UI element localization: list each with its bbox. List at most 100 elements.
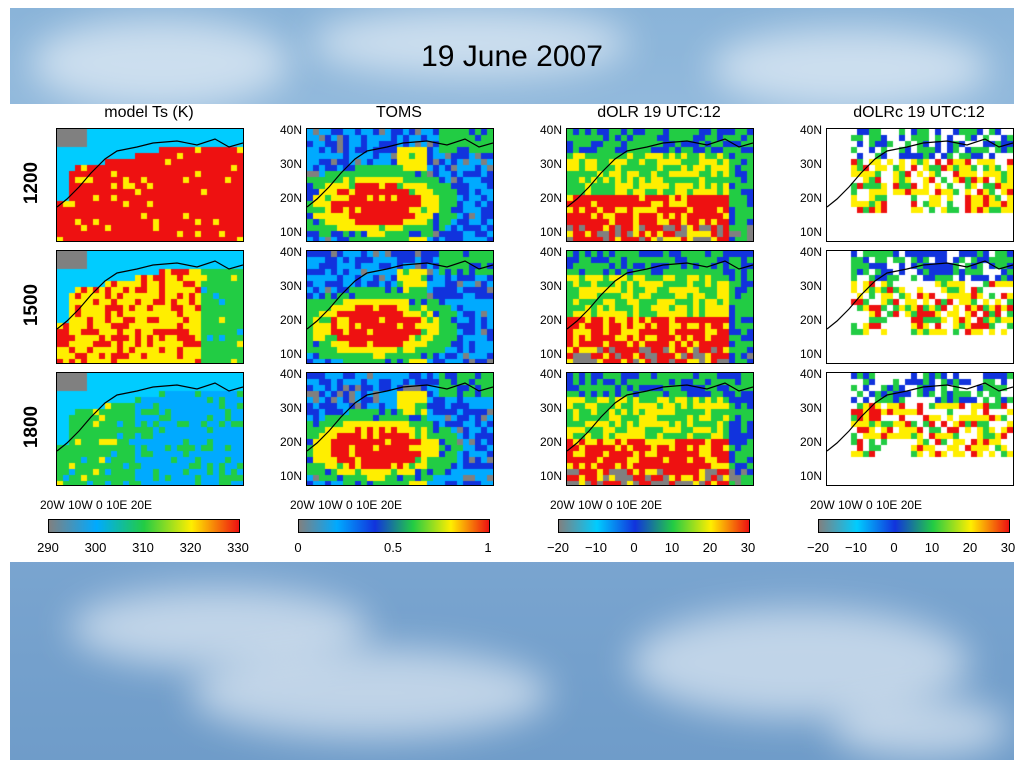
colorbar-tick: 10 [664, 540, 680, 555]
colorbar-tick: 330 [227, 540, 249, 555]
map-field [567, 373, 753, 485]
figure-panel: model Ts (K) 20W 10W 0 10E 20E 290 300 310 32… [10, 104, 1016, 562]
coastline [57, 138, 243, 208]
coastline-path [307, 382, 493, 452]
lat-label: 10N [279, 469, 302, 483]
lat-label: 40N [799, 367, 822, 381]
column-title: dOLRc 19 UTC:12 [853, 104, 985, 121]
coastline [567, 260, 753, 330]
map-panel [566, 128, 754, 242]
lat-label: 20N [539, 435, 562, 449]
coastline-path [567, 138, 753, 208]
lat-label: 30N [799, 279, 822, 293]
lat-label: 20N [539, 191, 562, 205]
map-field [307, 129, 493, 241]
colorbar-tick: 320 [179, 540, 202, 555]
lat-label: 30N [539, 157, 562, 171]
map-panel [826, 128, 1014, 242]
colorbar [558, 519, 750, 533]
map-field [567, 251, 753, 363]
row-label: 1500 [21, 283, 42, 327]
lat-label: 10N [539, 225, 562, 239]
coastline-path [827, 382, 1013, 452]
row-label: 1800 [21, 405, 42, 449]
colorbar [818, 519, 1010, 533]
map-field [57, 373, 243, 485]
lat-label: 30N [799, 157, 822, 171]
colorbar [48, 519, 240, 533]
map-field [567, 129, 753, 241]
coastline-path [57, 260, 243, 330]
lat-label: 20N [279, 435, 302, 449]
colorbar-tick: −10 [584, 540, 608, 555]
coastline-path [57, 138, 243, 208]
lat-label: 30N [279, 401, 302, 415]
lat-label: 20N [799, 313, 822, 327]
colorbar-tick: 0 [294, 540, 302, 555]
colorbar-tick: −20 [546, 540, 570, 555]
map-panel [56, 250, 244, 364]
coastline-path [827, 138, 1013, 208]
lon-labels: 20W 10W 0 10E 20E [810, 498, 923, 512]
map-panel [566, 250, 754, 364]
lat-label: 20N [799, 435, 822, 449]
column-title: TOMS [376, 104, 422, 121]
colorbar [298, 519, 490, 533]
map-field [827, 129, 1013, 241]
lat-label: 40N [799, 245, 822, 259]
coastline [307, 260, 493, 330]
map-field [827, 373, 1013, 485]
lat-label: 10N [279, 347, 302, 361]
coastline [827, 382, 1013, 452]
colorbar-tick: −10 [844, 540, 868, 555]
map-field [307, 373, 493, 485]
lon-labels: 20W 10W 0 10E 20E [40, 498, 153, 512]
colorbar-tick: 300 [84, 540, 107, 555]
lat-label: 10N [539, 469, 562, 483]
lat-label: 10N [799, 469, 822, 483]
lat-label: 20N [279, 313, 302, 327]
colorbar-tick: 20 [702, 540, 718, 555]
coastline-path [307, 138, 493, 208]
coastline-path [827, 260, 1013, 330]
lat-label: 40N [799, 123, 822, 137]
lat-label: 30N [279, 157, 302, 171]
column-title: dOLR 19 UTC:12 [597, 104, 721, 121]
map-panel [306, 250, 494, 364]
coastline [567, 382, 753, 452]
lat-label: 10N [799, 225, 822, 239]
colorbar-tick: 20 [962, 540, 978, 555]
lat-label: 20N [799, 191, 822, 205]
column-title: model Ts (K) [104, 104, 194, 121]
map-panel [56, 128, 244, 242]
map-field [57, 129, 243, 241]
map-field [57, 251, 243, 363]
lat-label: 30N [539, 279, 562, 293]
colorbar-tick: 0 [890, 540, 898, 555]
colorbar-tick: 30 [1000, 540, 1016, 555]
map-field [827, 251, 1013, 363]
lat-label: 40N [539, 367, 562, 381]
coastline [307, 138, 493, 208]
colorbar-tick: 0.5 [383, 540, 403, 555]
coastline [57, 260, 243, 330]
row-label: 1200 [21, 161, 42, 205]
lat-label: 40N [539, 245, 562, 259]
map-panel [56, 372, 244, 486]
coastline-path [567, 260, 753, 330]
coastline-path [307, 260, 493, 330]
lat-label: 10N [539, 347, 562, 361]
lat-label: 30N [539, 401, 562, 415]
lat-label: 30N [279, 279, 302, 293]
lat-label: 40N [279, 367, 302, 381]
lat-label: 20N [279, 191, 302, 205]
coastline [827, 138, 1013, 208]
coastline [307, 382, 493, 452]
lat-label: 40N [539, 123, 562, 137]
lat-label: 40N [279, 123, 302, 137]
colorbar-tick: 0 [630, 540, 638, 555]
coastline [827, 260, 1013, 330]
lon-labels: 20W 10W 0 10E 20E [290, 498, 403, 512]
lat-label: 10N [279, 225, 302, 239]
colorbar-tick: 1 [484, 540, 492, 555]
